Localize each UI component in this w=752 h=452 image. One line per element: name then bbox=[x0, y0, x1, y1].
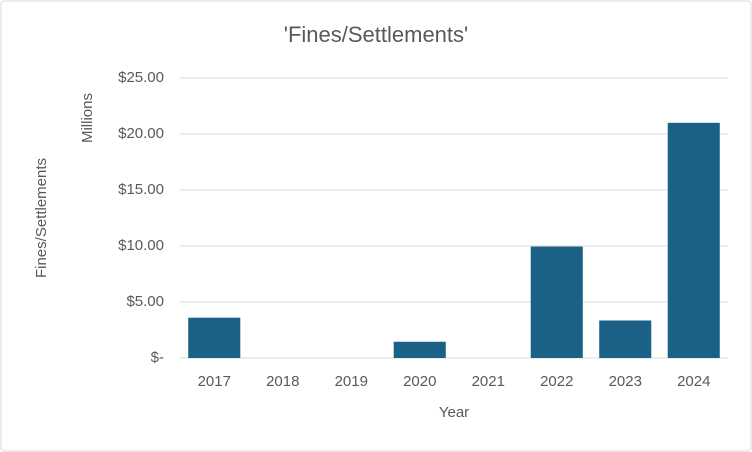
y-tick-label: $10.00 bbox=[118, 237, 164, 254]
bar bbox=[188, 317, 241, 358]
x-axis-label: Year bbox=[439, 404, 469, 421]
x-tick-label: 2023 bbox=[609, 373, 642, 390]
x-tick-label: 2019 bbox=[335, 373, 368, 390]
y-tick-label: $- bbox=[151, 349, 164, 366]
y-tick-label: $25.00 bbox=[118, 69, 164, 86]
x-tick-label: 2017 bbox=[198, 373, 231, 390]
units-label: Millions bbox=[79, 93, 96, 143]
y-tick-label: $20.00 bbox=[118, 125, 164, 142]
x-tick-label: 2024 bbox=[677, 373, 710, 390]
x-tick-label: 2020 bbox=[403, 373, 436, 390]
y-axis-label: Fines/Settlements bbox=[33, 158, 50, 278]
y-tick-label: $5.00 bbox=[126, 293, 164, 310]
bar bbox=[599, 320, 652, 358]
x-tick-label: 2021 bbox=[472, 373, 505, 390]
chart-title: 'Fines/Settlements' bbox=[284, 22, 468, 47]
bar bbox=[530, 246, 583, 358]
y-tick-label: $15.00 bbox=[118, 181, 164, 198]
bar bbox=[667, 122, 720, 358]
bar bbox=[393, 341, 446, 358]
x-tick-label: 2022 bbox=[540, 373, 573, 390]
x-tick-label: 2018 bbox=[266, 373, 299, 390]
